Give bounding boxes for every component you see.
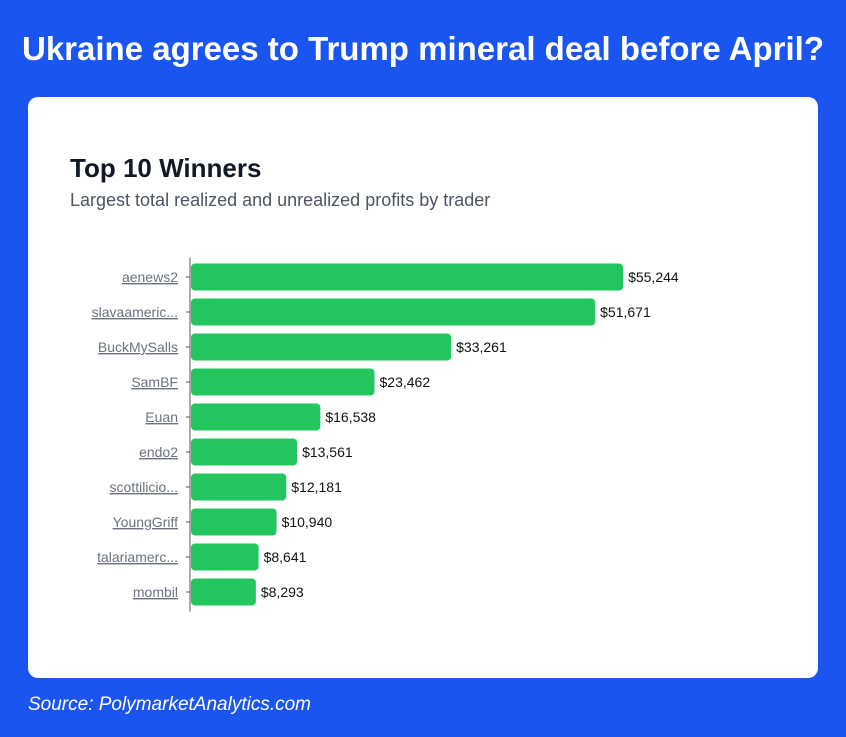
bar	[191, 263, 624, 291]
source-credit: Source: PolymarketAnalytics.com	[28, 694, 311, 715]
data-label: $55,244	[628, 269, 679, 285]
data-label: $33,261	[456, 339, 507, 355]
trader-link[interactable]: talariamerc...	[97, 549, 178, 565]
trader-link[interactable]: slavaameric...	[92, 304, 178, 320]
bar	[191, 333, 452, 361]
bar	[191, 403, 321, 431]
data-label: $23,462	[380, 374, 431, 390]
bar-chart-plot: aenews2 $55,244 slavaameric... $51,671 BuckM…	[92, 257, 679, 612]
bar	[191, 543, 259, 571]
bar	[191, 473, 287, 501]
trader-link[interactable]: SamBF	[131, 374, 178, 390]
trader-link[interactable]: YoungGriff	[113, 514, 178, 530]
trader-link[interactable]: mombil	[133, 584, 178, 600]
chart-subtitle: Largest total realized and unrealized pr…	[70, 190, 491, 210]
trader-link[interactable]: endo2	[139, 444, 178, 460]
chart-title: Top 10 Winners	[70, 153, 262, 183]
bar	[191, 508, 277, 536]
data-label: $12,181	[291, 479, 342, 495]
bar	[191, 368, 375, 396]
trader-link[interactable]: scottilicio...	[110, 479, 178, 495]
bar	[191, 438, 298, 466]
headline: Ukraine agrees to Trump mineral deal bef…	[21, 30, 824, 67]
data-label: $16,538	[325, 409, 376, 425]
data-label: $51,671	[600, 304, 651, 320]
data-label: $10,940	[282, 514, 333, 530]
bar	[191, 578, 256, 606]
trader-link[interactable]: aenews2	[122, 269, 178, 285]
trader-link[interactable]: Euan	[145, 409, 178, 425]
data-label: $13,561	[302, 444, 353, 460]
trader-link[interactable]: BuckMySalls	[98, 339, 178, 355]
data-label: $8,293	[261, 584, 304, 600]
chart-card: Top 10 Winners Largest total realized an…	[28, 97, 818, 678]
bar	[191, 298, 596, 326]
data-label: $8,641	[264, 549, 307, 565]
